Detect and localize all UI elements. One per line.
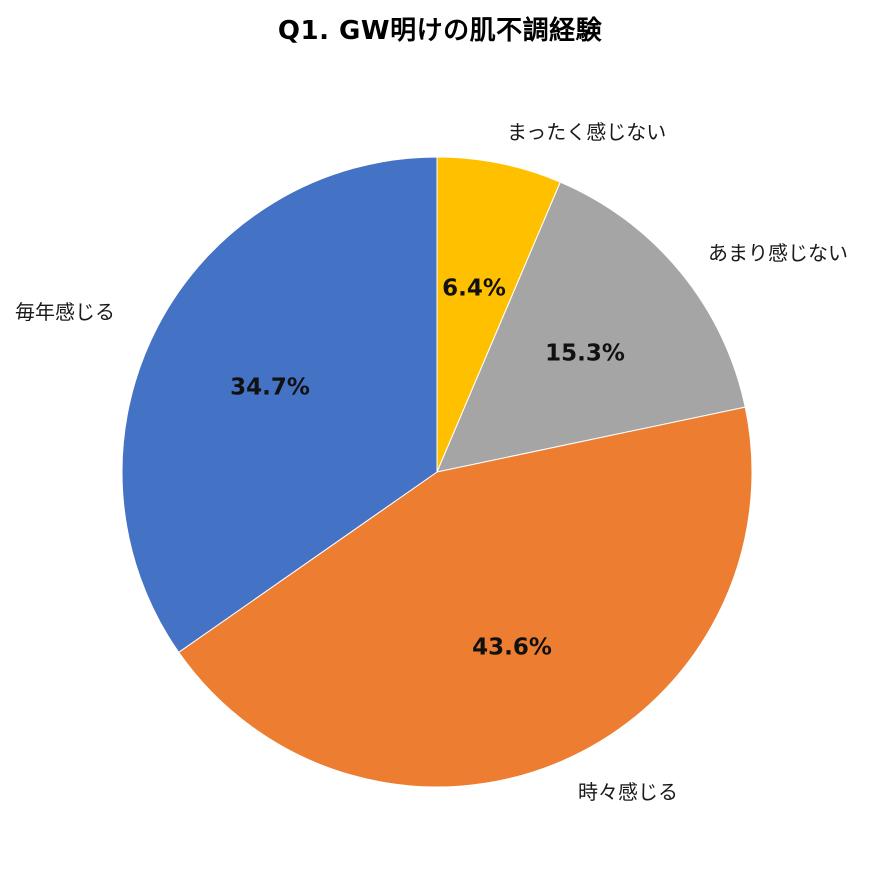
pie-slices: [121, 156, 753, 788]
pie-slice-1: [436, 181, 746, 473]
chart-title: Q1. GW明けの肌不調経験: [277, 16, 603, 46]
category-label-mattaku: まったく感じない: [507, 120, 667, 144]
value-label-maitoshi: 34.7%: [230, 374, 310, 401]
category-label-amari: あまり感じない: [708, 241, 848, 265]
value-label-amari: 15.3%: [545, 340, 625, 367]
pie-slice-0: [436, 156, 561, 473]
category-label-tokidoki: 時々感じる: [578, 780, 678, 804]
value-label-mattaku: 6.4%: [442, 275, 506, 302]
value-label-tokidoki: 43.6%: [472, 634, 552, 661]
category-label-maitoshi: 毎年感じる: [15, 300, 115, 324]
pie-slice-3: [121, 156, 438, 654]
pie-slice-2: [178, 406, 753, 788]
